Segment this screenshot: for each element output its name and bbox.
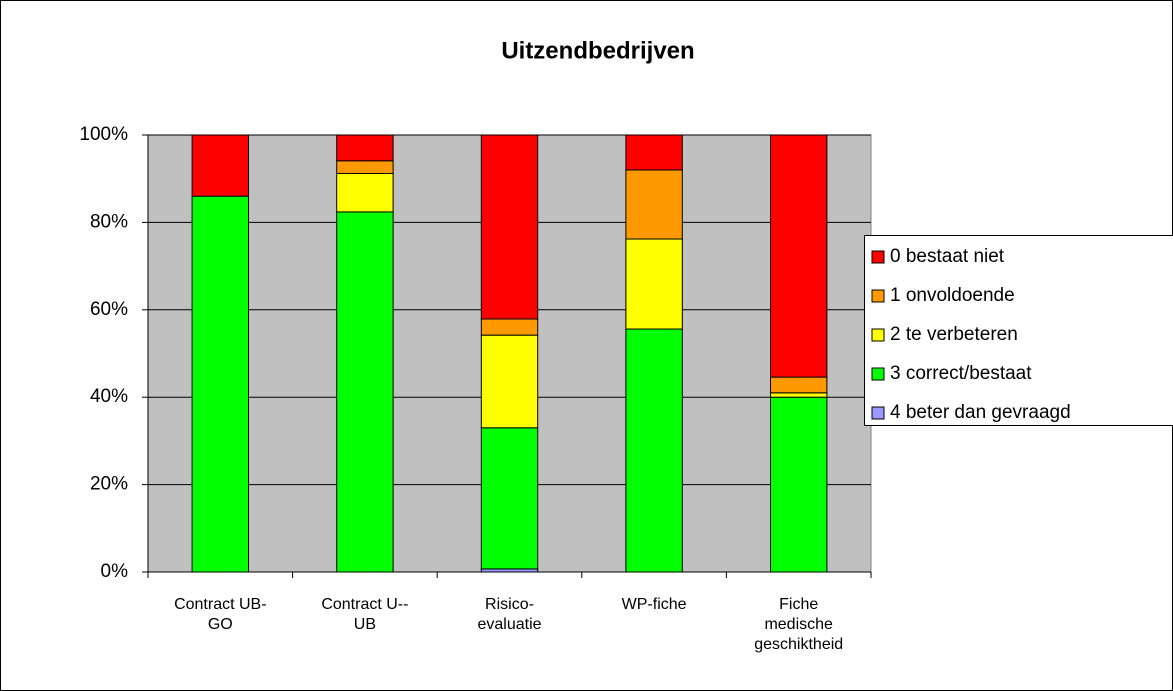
x-tick-label: Contract UB-GO: [174, 596, 266, 633]
bar-segment: [191, 195, 249, 573]
legend-label: 3 correct/bestaat: [890, 363, 1032, 384]
bar-segment: [625, 328, 683, 573]
legend-swatch: [871, 250, 885, 264]
y-tick-label: 100%: [79, 124, 128, 145]
bar-segment: [336, 172, 394, 213]
legend-box: [864, 235, 1173, 426]
x-tick-label: WP-fiche: [622, 596, 687, 613]
y-tick-label: 60%: [90, 299, 128, 320]
bar-segment: [336, 211, 394, 573]
bar-segment: [625, 238, 683, 330]
legend-swatch: [871, 406, 885, 420]
y-tick-label: 80%: [90, 211, 128, 232]
bar-segment: [770, 376, 828, 394]
x-tick-label: Contract U--UB: [321, 596, 408, 633]
bar-segment: [336, 134, 394, 162]
legend-swatch: [871, 289, 885, 303]
legend-label: 4 beter dan gevraagd: [890, 402, 1071, 423]
y-tick-label: 0%: [101, 561, 129, 582]
bar-segment: [480, 427, 539, 570]
legend-label: 1 onvoldoende: [890, 285, 1015, 306]
bar-segment: [770, 134, 828, 378]
legend-label: 0 bestaat niet: [890, 246, 1005, 267]
x-tick-label: Risico-evaluatie: [477, 596, 541, 633]
bar-segment: [770, 392, 828, 398]
legend-swatch: [871, 367, 885, 381]
bar-segment: [625, 169, 683, 240]
legend-swatch: [871, 328, 885, 342]
y-tick-label: 40%: [90, 386, 128, 407]
bar-segment: [625, 134, 683, 171]
x-tick-label: Fiche medische geschiktheid: [754, 596, 843, 653]
y-tick-label: 20%: [90, 474, 128, 495]
bar-segment: [480, 134, 539, 320]
bar-segment: [480, 318, 539, 336]
legend-label: 2 te verbeteren: [890, 324, 1018, 345]
bar-segment: [191, 134, 249, 197]
bar-segment: [336, 160, 394, 174]
bar-segment: [770, 396, 828, 573]
bar-segment: [480, 334, 539, 429]
chart-title: Uitzendbedrijven: [501, 37, 694, 64]
